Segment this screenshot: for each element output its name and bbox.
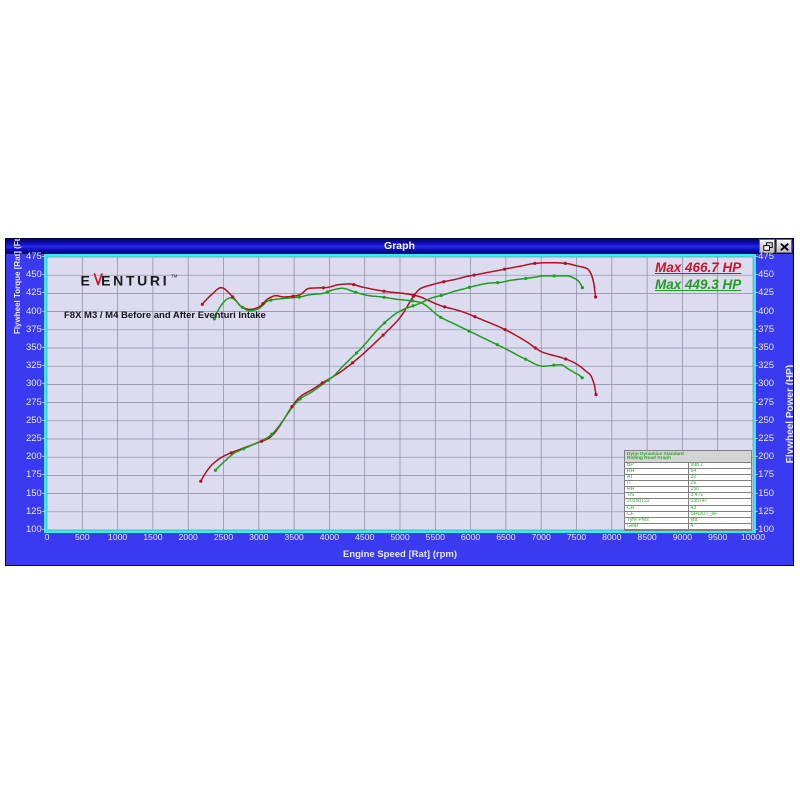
svg-text:E: E [81, 272, 93, 288]
svg-text:TM: TM [171, 273, 178, 278]
svg-text:ENTURI: ENTURI [101, 272, 169, 288]
